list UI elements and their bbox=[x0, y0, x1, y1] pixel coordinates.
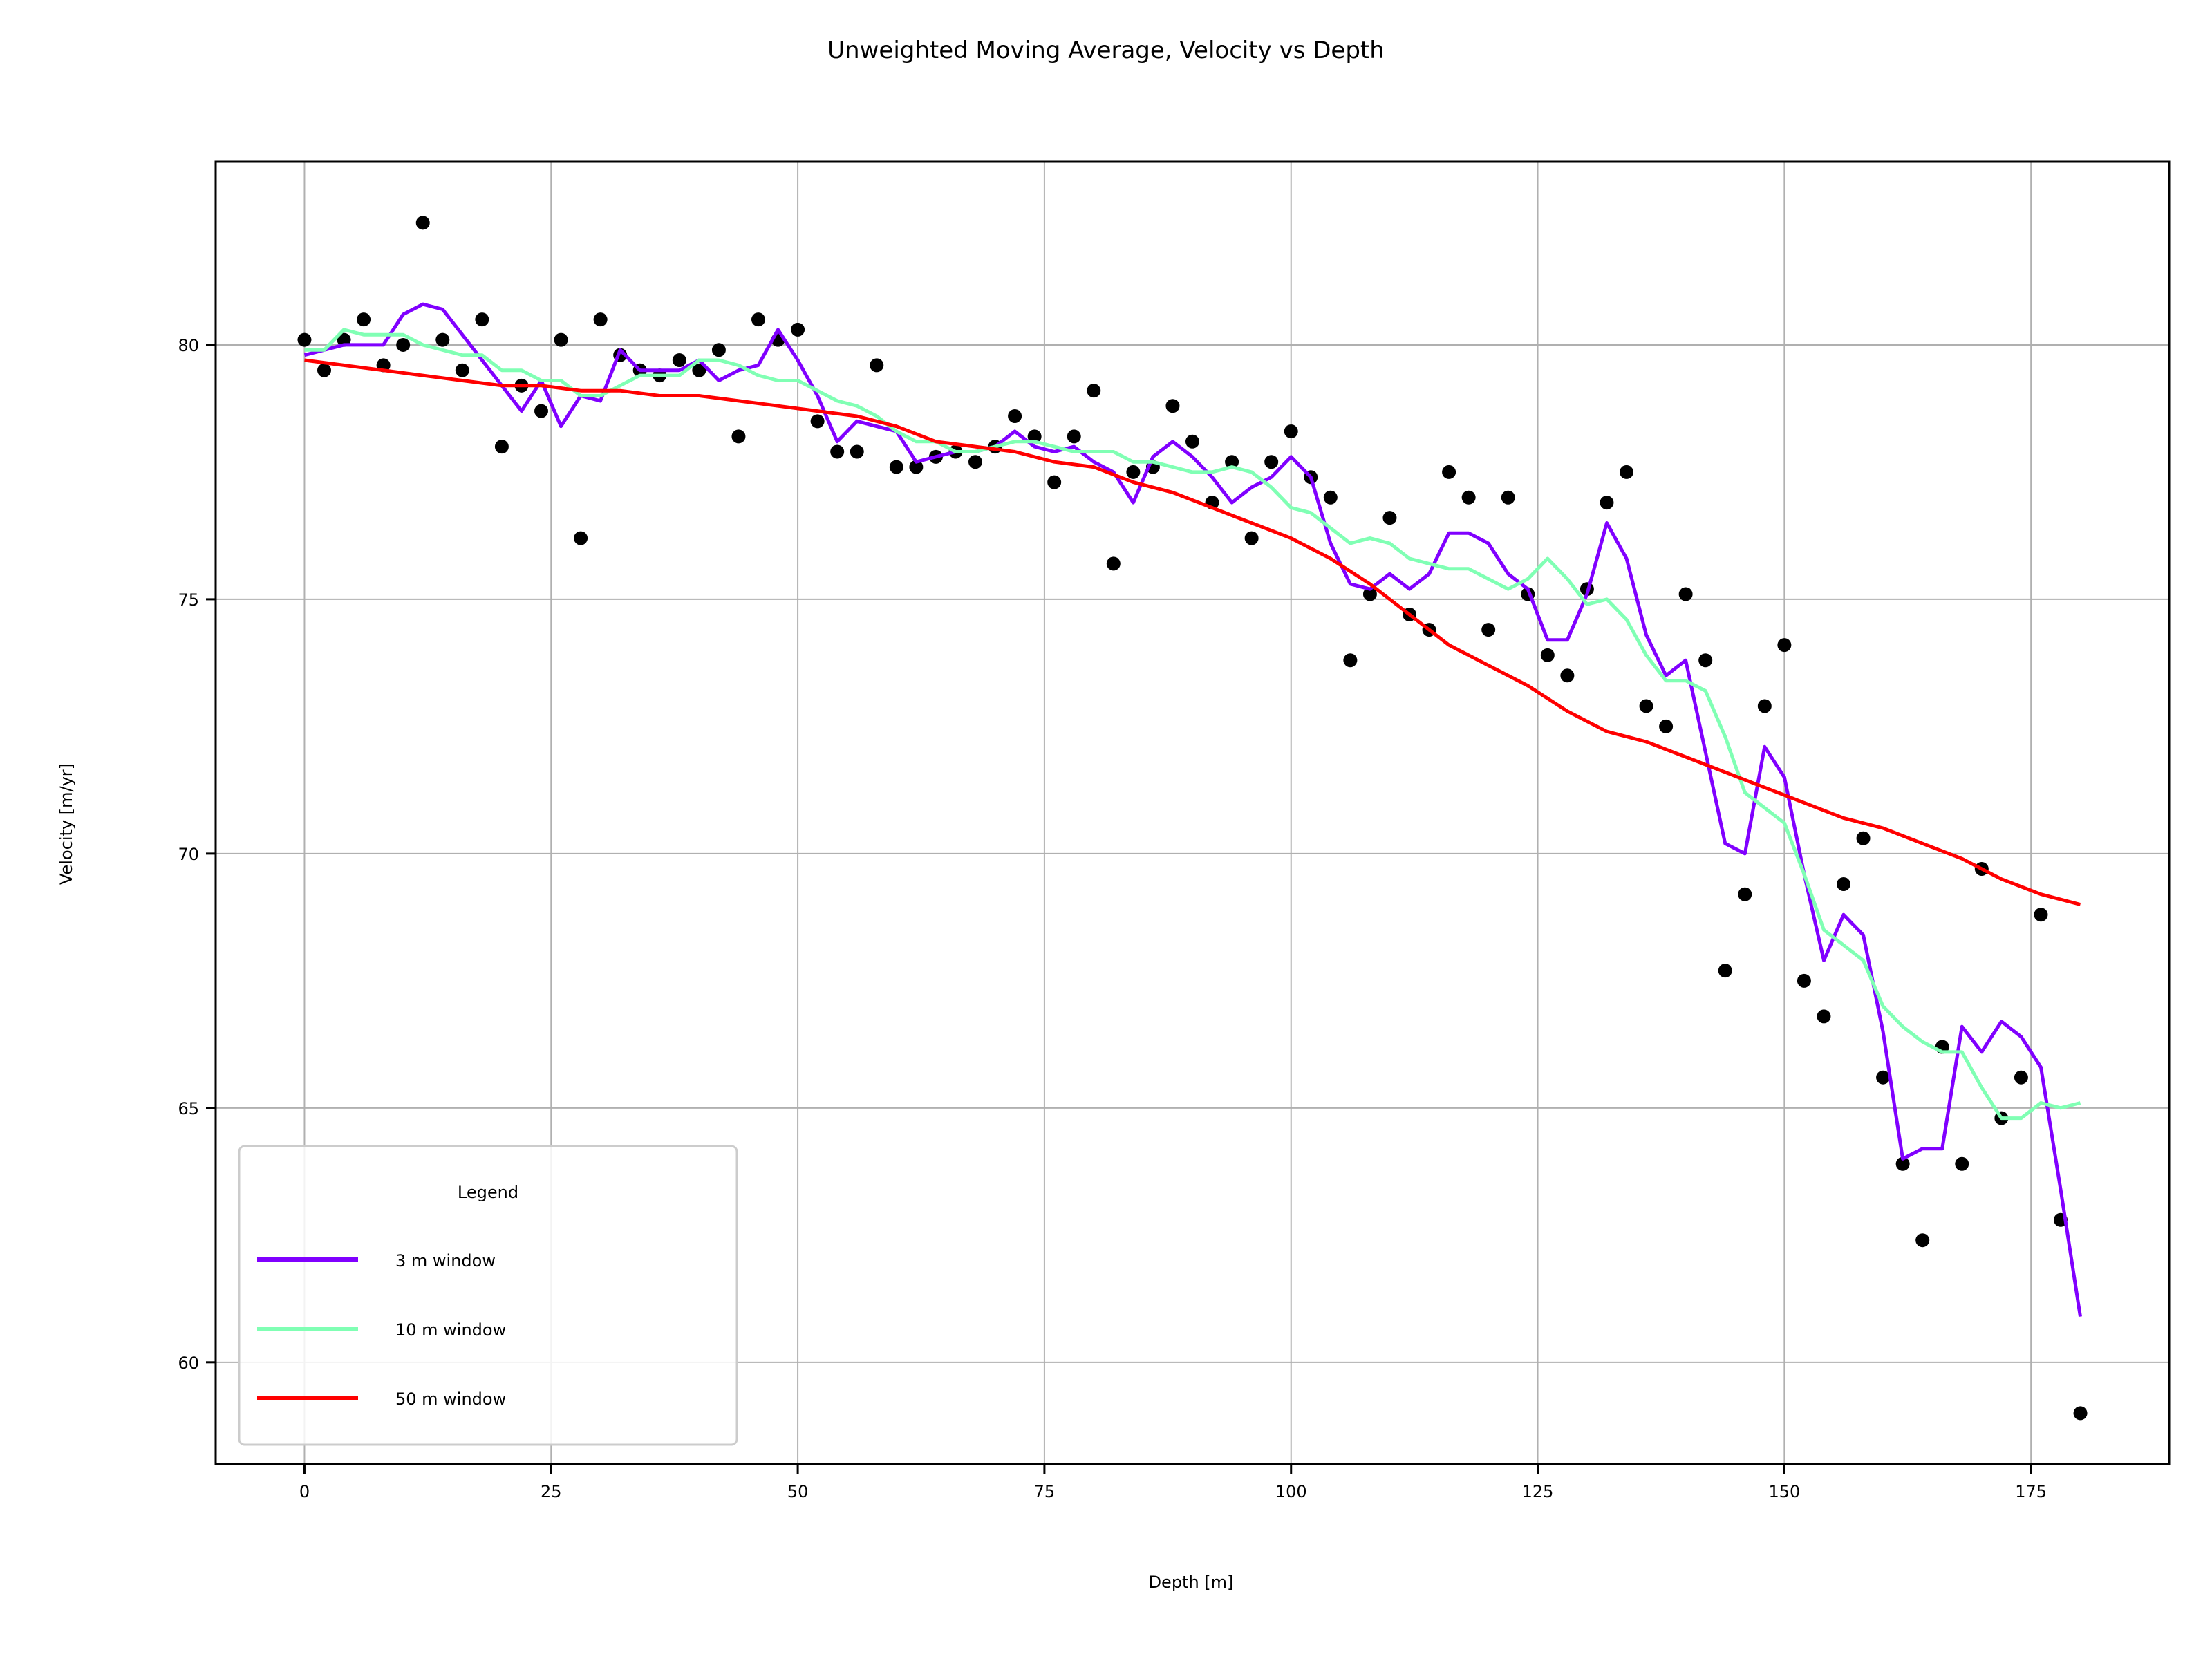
data-point bbox=[672, 353, 686, 368]
data-point bbox=[1047, 475, 1062, 489]
data-point bbox=[1856, 831, 1871, 845]
data-point bbox=[751, 312, 765, 327]
data-point bbox=[2073, 1406, 2088, 1421]
x-tick-label: 0 bbox=[299, 1482, 310, 1501]
data-point bbox=[1639, 699, 1653, 713]
data-point bbox=[731, 429, 746, 444]
data-point bbox=[435, 332, 450, 347]
data-point bbox=[1817, 1009, 1831, 1024]
data-point bbox=[1620, 465, 1633, 479]
data-point bbox=[1323, 490, 1338, 505]
data-point bbox=[554, 332, 568, 347]
data-point bbox=[1165, 399, 1180, 413]
data-point bbox=[1185, 434, 1199, 449]
data-point bbox=[1955, 1156, 1969, 1171]
data-point bbox=[1284, 424, 1298, 439]
data-point bbox=[455, 363, 469, 377]
data-point bbox=[1225, 455, 1239, 469]
data-point bbox=[1461, 490, 1476, 505]
data-point bbox=[889, 460, 903, 474]
legend-label-2: 10 m window bbox=[395, 1320, 506, 1340]
x-tick-label: 100 bbox=[1275, 1482, 1307, 1501]
data-point bbox=[494, 440, 509, 454]
data-point bbox=[830, 444, 845, 459]
data-point bbox=[1837, 877, 1850, 892]
data-point bbox=[870, 358, 884, 373]
y-tick-label: 70 bbox=[178, 845, 199, 864]
data-point bbox=[1738, 887, 1752, 901]
data-point bbox=[968, 455, 982, 469]
x-tick-label: 75 bbox=[1034, 1482, 1056, 1501]
y-tick-label: 80 bbox=[178, 336, 199, 355]
legend-box bbox=[238, 1145, 738, 1446]
data-point bbox=[1678, 587, 1693, 601]
data-point bbox=[711, 343, 726, 357]
data-point bbox=[1382, 511, 1397, 525]
data-point bbox=[1501, 490, 1515, 505]
data-point bbox=[534, 404, 548, 418]
data-point bbox=[810, 414, 825, 429]
data-point bbox=[297, 332, 312, 347]
data-point bbox=[791, 322, 805, 337]
data-point bbox=[396, 337, 411, 352]
data-point bbox=[1757, 699, 1772, 713]
data-point bbox=[574, 531, 588, 545]
series-line-1 bbox=[303, 302, 2082, 1317]
x-tick-label: 50 bbox=[787, 1482, 809, 1501]
data-point bbox=[1718, 964, 1732, 978]
x-tick-label: 125 bbox=[1522, 1482, 1554, 1501]
data-point bbox=[1343, 653, 1358, 668]
data-point bbox=[1915, 1233, 1930, 1248]
data-point bbox=[1008, 409, 1022, 423]
legend: Legend 3 m window 10 m window 50 m window bbox=[238, 1145, 738, 1446]
data-point bbox=[1126, 465, 1141, 479]
data-point bbox=[1659, 719, 1674, 733]
data-point bbox=[415, 216, 430, 230]
axes-frame bbox=[214, 160, 2171, 1465]
data-point bbox=[475, 312, 489, 327]
y-axis-label: Velocity [m/yr] bbox=[57, 763, 76, 885]
x-tick-label: 25 bbox=[541, 1482, 562, 1501]
data-point bbox=[1698, 653, 1713, 668]
y-tick-label: 75 bbox=[178, 590, 199, 610]
y-tick-label: 65 bbox=[178, 1099, 199, 1118]
x-tick-label: 175 bbox=[2015, 1482, 2047, 1501]
data-point bbox=[1067, 429, 1081, 444]
data-point bbox=[1481, 623, 1496, 637]
data-point bbox=[1362, 587, 1377, 601]
data-point bbox=[2034, 908, 2048, 922]
data-point bbox=[2014, 1070, 2028, 1085]
data-point bbox=[1087, 384, 1101, 398]
data-point bbox=[692, 363, 706, 377]
data-point bbox=[1264, 455, 1279, 469]
data-point bbox=[1442, 465, 1456, 479]
data-point bbox=[1600, 496, 1614, 510]
series-line-3 bbox=[304, 358, 2081, 906]
data-point bbox=[1797, 973, 1811, 988]
y-tick-label: 60 bbox=[178, 1353, 199, 1373]
data-point bbox=[1895, 1156, 1910, 1171]
data-point bbox=[317, 363, 331, 377]
data-point bbox=[357, 312, 371, 327]
legend-title: Legend bbox=[458, 1183, 518, 1202]
x-axis-label: Depth [m] bbox=[1149, 1573, 1234, 1592]
data-point bbox=[593, 312, 608, 327]
data-point bbox=[909, 460, 924, 474]
x-tick-label: 150 bbox=[1768, 1482, 1800, 1501]
chart-title: Unweighted Moving Average, Velocity vs D… bbox=[827, 37, 1385, 64]
data-point bbox=[1560, 668, 1575, 683]
data-point bbox=[1777, 638, 1792, 653]
series-line-2 bbox=[304, 328, 2081, 1121]
data-point bbox=[850, 444, 864, 459]
legend-label-3: 50 m window bbox=[395, 1389, 506, 1409]
data-point bbox=[1244, 531, 1259, 545]
data-point bbox=[1876, 1070, 1891, 1085]
data-point bbox=[1540, 648, 1555, 662]
data-point bbox=[1106, 556, 1121, 571]
legend-label-1: 3 m window bbox=[395, 1251, 496, 1271]
